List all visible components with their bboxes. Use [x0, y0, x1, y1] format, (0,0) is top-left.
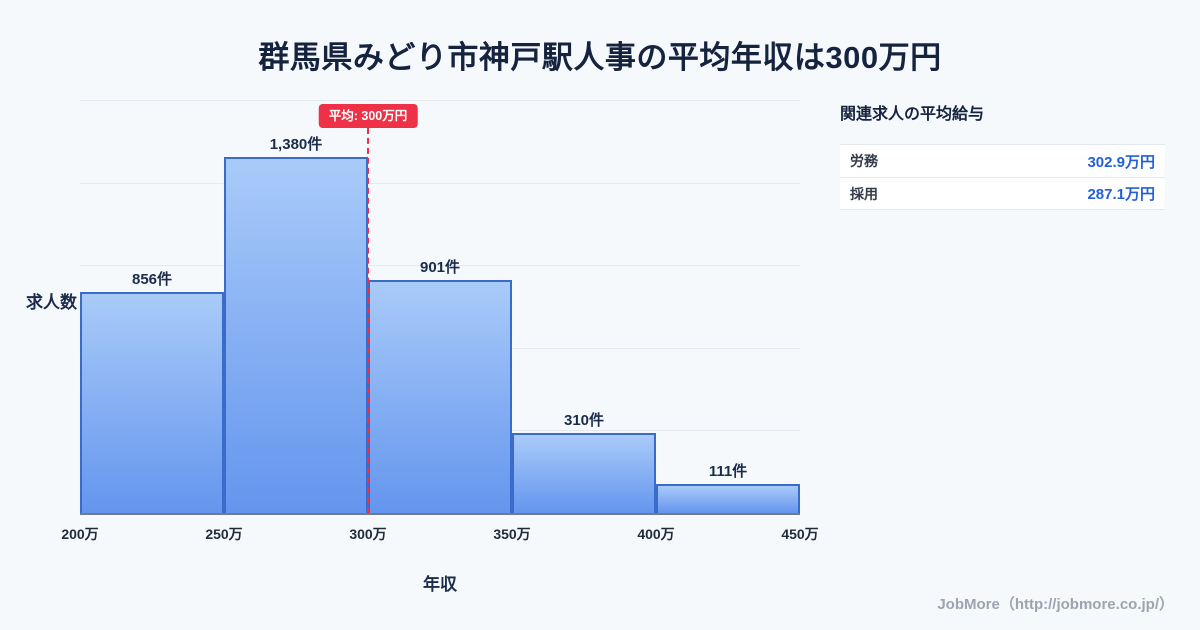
- histogram-bar: 901件: [368, 259, 512, 513]
- salary-row-label: 採用: [850, 185, 878, 202]
- footer-credit: JobMore（http://jobmore.co.jp/）: [937, 596, 1174, 613]
- bar-value-label: 111件: [708, 463, 748, 481]
- histogram-plot: 856件 1,380件 901件 310件 111件 平均: 300万円: [80, 100, 800, 515]
- bar-value-label: 310件: [563, 411, 605, 429]
- x-axis-label: 年収: [423, 575, 457, 594]
- x-tick-label: 350万: [493, 526, 531, 542]
- y-axis-label: 求人数: [26, 293, 77, 312]
- salary-row: 労務 302.9万円: [840, 144, 1165, 177]
- histogram-bar: 1,380件: [224, 136, 368, 513]
- salary-row-value: 302.9万円: [1087, 153, 1155, 171]
- panel-heading: 関連求人の平均給与: [840, 106, 985, 123]
- gridline: [80, 182, 800, 184]
- histogram-bar: 856件: [80, 271, 224, 513]
- histogram-bar: 111件: [656, 463, 800, 513]
- salary-row-value: 287.1万円: [1087, 186, 1155, 203]
- gridline: [80, 100, 800, 101]
- related-salary-panel: 関連求人の平均給与 労務 302.9万円採用 287.1万円: [840, 100, 1165, 210]
- x-tick-label: 200万: [61, 526, 99, 542]
- bar-value-label: 856件: [131, 271, 173, 289]
- average-badge: 平均: 300万円: [318, 104, 418, 128]
- salary-row-label: 労務: [850, 153, 878, 169]
- bar-value-label: 901件: [419, 259, 461, 277]
- x-tick-label: 400万: [637, 526, 675, 542]
- x-tick-label: 300万: [349, 526, 387, 542]
- histogram-bars: 856件 1,380件 901件 310件 111件: [80, 100, 800, 513]
- x-tick-label: 250万: [205, 526, 243, 542]
- x-tick-label: 450万: [781, 526, 819, 542]
- average-line: [367, 108, 369, 513]
- bar-value-label: 1,380件: [269, 135, 323, 153]
- x-axis-ticks: 200万 250万 300万 350万 400万 450万: [61, 524, 818, 544]
- salary-table: 労務 302.9万円採用 287.1万円: [840, 144, 1165, 210]
- histogram-bar: 310件: [512, 412, 656, 513]
- page-title: 群馬県みどり市神戸駅人事の平均年収は300万円: [258, 40, 942, 75]
- gridline: [80, 265, 800, 267]
- salary-row: 採用 287.1万円: [840, 177, 1165, 210]
